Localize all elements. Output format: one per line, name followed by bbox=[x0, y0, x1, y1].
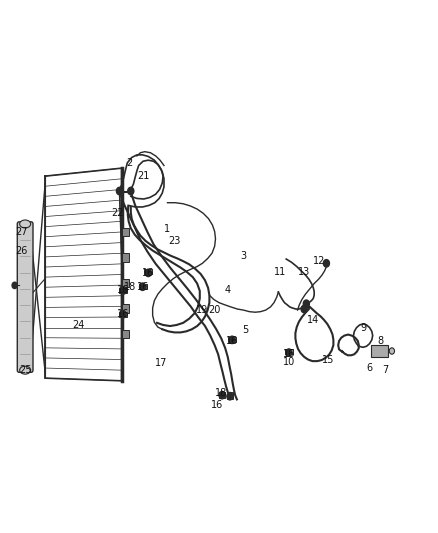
Text: 4: 4 bbox=[225, 286, 231, 295]
Text: 16: 16 bbox=[117, 286, 130, 295]
Text: 11: 11 bbox=[274, 267, 286, 277]
Bar bbox=[122, 279, 129, 287]
Circle shape bbox=[301, 305, 307, 313]
Text: 24: 24 bbox=[72, 320, 85, 330]
Bar bbox=[371, 345, 389, 357]
Text: 22: 22 bbox=[111, 208, 124, 219]
Circle shape bbox=[120, 311, 126, 318]
Text: 23: 23 bbox=[168, 236, 180, 246]
Text: 7: 7 bbox=[382, 365, 388, 375]
Text: 13: 13 bbox=[298, 267, 310, 277]
Circle shape bbox=[145, 269, 151, 277]
Circle shape bbox=[229, 336, 235, 344]
Text: 14: 14 bbox=[307, 314, 319, 325]
Text: 9: 9 bbox=[360, 322, 366, 333]
Text: 19: 19 bbox=[196, 305, 208, 315]
Bar bbox=[227, 392, 233, 399]
Text: 16: 16 bbox=[142, 268, 154, 278]
Text: 16: 16 bbox=[211, 400, 223, 410]
Circle shape bbox=[128, 187, 134, 195]
Circle shape bbox=[117, 187, 123, 195]
Circle shape bbox=[140, 283, 146, 290]
Bar bbox=[285, 349, 293, 354]
Bar bbox=[122, 253, 129, 262]
Circle shape bbox=[303, 300, 309, 308]
Bar bbox=[228, 337, 236, 342]
Text: 6: 6 bbox=[367, 362, 373, 373]
Text: 18: 18 bbox=[124, 282, 137, 292]
Text: 17: 17 bbox=[155, 358, 168, 368]
Bar bbox=[122, 228, 129, 236]
Circle shape bbox=[12, 282, 17, 288]
Text: 20: 20 bbox=[208, 305, 221, 315]
Text: 25: 25 bbox=[19, 365, 32, 375]
Circle shape bbox=[323, 260, 329, 267]
Ellipse shape bbox=[20, 220, 31, 228]
FancyBboxPatch shape bbox=[17, 222, 33, 372]
Text: 16: 16 bbox=[117, 309, 129, 319]
Text: 2: 2 bbox=[127, 158, 133, 168]
Circle shape bbox=[219, 391, 225, 399]
Text: 26: 26 bbox=[15, 246, 28, 255]
Bar bbox=[145, 269, 152, 274]
Text: 16: 16 bbox=[283, 349, 295, 359]
Text: 21: 21 bbox=[138, 171, 150, 181]
Text: 8: 8 bbox=[378, 336, 384, 346]
Text: 16: 16 bbox=[226, 336, 238, 346]
Bar bbox=[119, 312, 127, 317]
Text: 16: 16 bbox=[137, 282, 149, 292]
Text: 15: 15 bbox=[322, 354, 334, 365]
Bar bbox=[122, 304, 129, 313]
Ellipse shape bbox=[389, 348, 395, 354]
Text: 18: 18 bbox=[215, 388, 227, 398]
Circle shape bbox=[227, 392, 233, 400]
Text: 10: 10 bbox=[283, 357, 295, 367]
Bar bbox=[219, 392, 225, 398]
Ellipse shape bbox=[20, 366, 31, 374]
Circle shape bbox=[286, 349, 292, 357]
Text: 12: 12 bbox=[313, 256, 325, 266]
Text: 3: 3 bbox=[240, 251, 246, 261]
Bar bbox=[139, 284, 147, 289]
Text: 1: 1 bbox=[163, 224, 170, 235]
Bar bbox=[122, 330, 129, 338]
Circle shape bbox=[120, 287, 127, 294]
Text: 5: 5 bbox=[242, 325, 248, 335]
Text: 27: 27 bbox=[15, 227, 28, 237]
Bar bbox=[120, 288, 127, 293]
